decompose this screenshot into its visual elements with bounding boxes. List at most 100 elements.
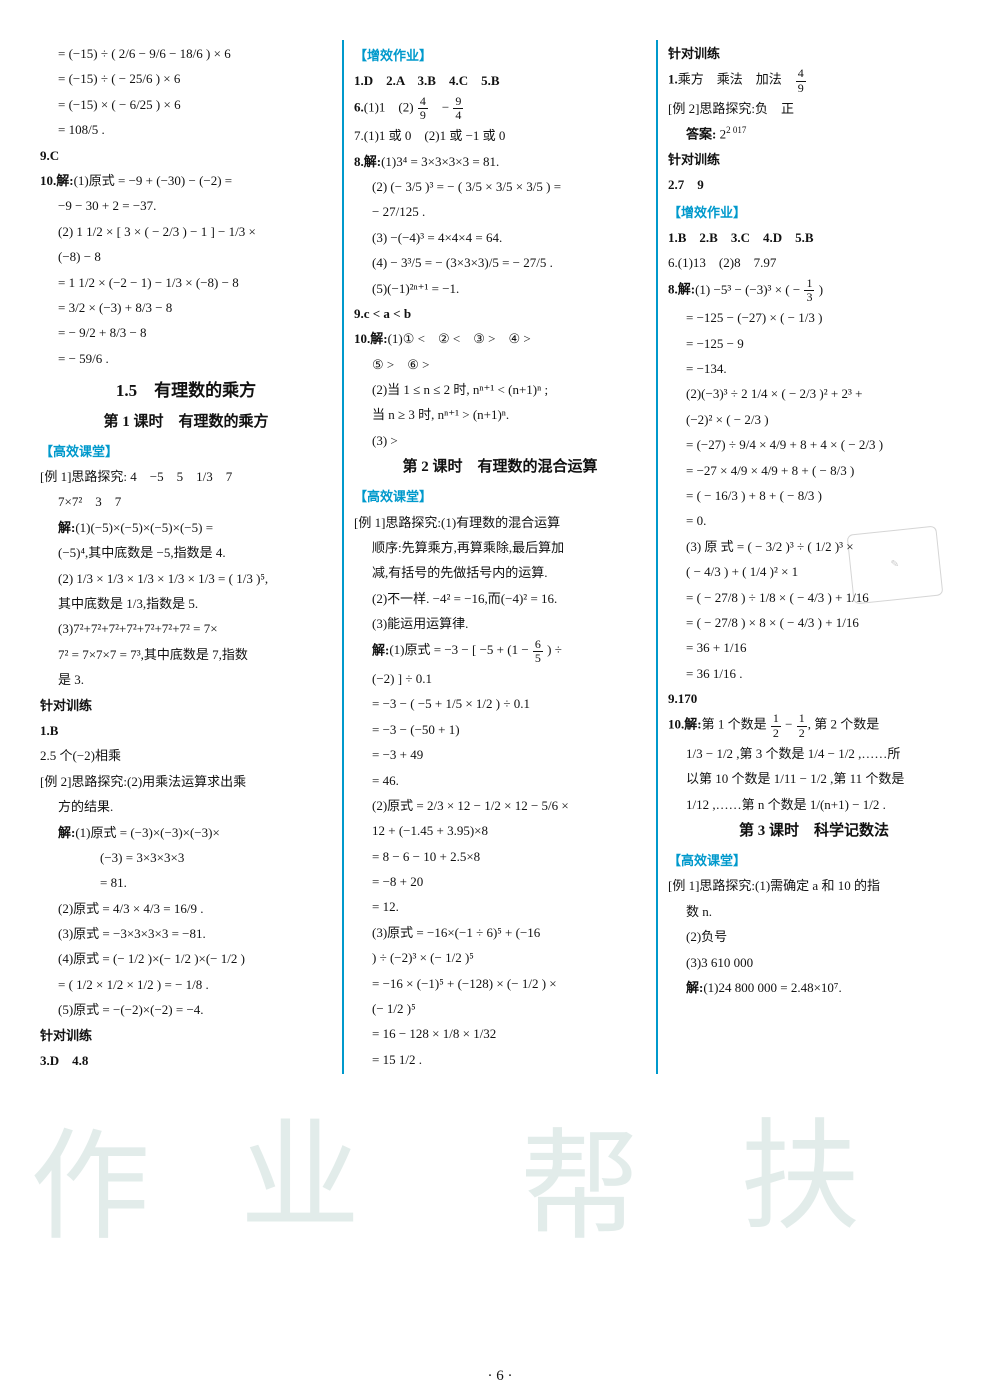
math-line: = −125 − (−27) × ( − 1/3 ) (668, 306, 960, 329)
column-left: = (−15) ÷ ( 2/6 − 9/6 − 18/6 ) × 6 = (−1… (30, 40, 344, 1074)
subsection-head: 针对训练 (668, 148, 960, 171)
math-line: = 1 1/2 × (−2 − 1) − 1/3 × (−8) − 8 (40, 271, 332, 294)
math-line: = − 59/6 . (40, 347, 332, 370)
math-line: 解:解:(1)24 800 000 = 2.48×10⁷.(1)24 800 0… (668, 976, 960, 999)
math-line: = ( − 27/8 ) × 8 × ( − 4/3 ) + 1/16 (668, 611, 960, 634)
blue-header: 【高效课堂】 (668, 849, 960, 872)
example-head: [例 1]思路探究:(1)有理数的混合运算 (354, 511, 646, 534)
math-line: = −8 + 20 (354, 870, 646, 893)
math-line: 解:(1)原式 = (−3)×(−3)×(−3)× (40, 821, 332, 844)
math-line: ⑤ > ⑥ > (354, 353, 646, 376)
math-line: ( − 4/3 ) + ( 1/4 )² × 1 (668, 560, 960, 583)
answer-line: 答案: 22 017 (668, 122, 960, 146)
math-line: −9 − 30 + 2 = −37. (40, 194, 332, 217)
text-line: 其中底数是 1/3,指数是 5. (40, 592, 332, 615)
math-line: (3)原式 = −16×(−1 ÷ 6)⁵ + (−16 (354, 921, 646, 944)
math-line: = 0. (668, 509, 960, 532)
blue-header: 【增效作业】 (354, 44, 646, 67)
math-line: = −3 − (−50 + 1) (354, 718, 646, 741)
math-line: (5)原式 = −(−2)×(−2) = −4. (40, 998, 332, 1021)
text-line: (2)不一样. −4² = −16,而(−4)² = 16. (354, 587, 646, 610)
solution-head: 8.解:(1)3⁴ = 3×3×3×3 = 81. (354, 150, 646, 173)
math-line: 解:(1)原式 = −3 − [ −5 + (1 − 65 ) ÷ (354, 638, 646, 665)
math-line: (−2) ] ÷ 0.1 (354, 667, 646, 690)
math-line: = 46. (354, 769, 646, 792)
answer-line: 1.乘方 乘法 加法 49 (668, 67, 960, 94)
answer-line: 9.170 (668, 687, 960, 710)
math-line: (3)7²+7²+7²+7²+7²+7²+7² = 7× (40, 617, 332, 640)
example-head: [例 1]思路探究: 4 −5 5 1/3 7 (40, 465, 332, 488)
blue-header: 【增效作业】 (668, 201, 960, 224)
math-line: = (−27) ÷ 9/4 × 4/9 + 8 + 4 × ( − 2/3 ) (668, 433, 960, 456)
math-line: = −3 + 49 (354, 743, 646, 766)
math-line: (3) 原 式 = ( − 3/2 )³ ÷ ( 1/2 )³ × (668, 535, 960, 558)
math-line: (3)原式 = −3×3×3×3 = −81. (40, 922, 332, 945)
example-head: [例 1]思路探究:(1)需确定 a 和 10 的指 (668, 874, 960, 897)
math-line: (2) 1/3 × 1/3 × 1/3 × 1/3 × 1/3 = ( 1/3 … (40, 567, 332, 590)
math-line: (−3) = 3×3×3×3 (40, 846, 332, 869)
text-line: (3)能运用运算律. (354, 612, 646, 635)
math-line: = 3/2 × (−3) + 8/3 − 8 (40, 296, 332, 319)
math-line: = ( − 16/3 ) + 8 + ( − 8/3 ) (668, 484, 960, 507)
answer-line: 2.5 个(−2)相乘 (40, 744, 332, 767)
text-line: 是 3. (40, 668, 332, 691)
example-head: [例 2]思路探究:负 正 (668, 97, 960, 120)
math-line: (2)当 1 ≤ n ≤ 2 时, nⁿ⁺¹ < (n+1)ⁿ ; (354, 378, 646, 401)
watermark-char: 作 (30, 1080, 150, 1296)
answer-line: 1.B 2.B 3.C 4.D 5.B (668, 226, 960, 249)
text-line: 7² = 7×7×7 = 7³,其中底数是 7,指数 (40, 643, 332, 666)
math-line: = 12. (354, 895, 646, 918)
answer-line: 6.(1)13 (2)8 7.97 (668, 251, 960, 274)
math-line: (− 1/2 )⁵ (354, 997, 646, 1020)
math-line: (2) 1 1/2 × [ 3 × ( − 2/3 ) − 1 ] − 1/3 … (40, 220, 332, 243)
section-title-minor: 第 3 课时 科学记数法 (668, 818, 960, 845)
math-line: (−2)² × ( − 2/3 ) (668, 408, 960, 431)
math-line: (3) −(−4)³ = 4×4×4 = 64. (354, 226, 646, 249)
example-head: [例 2]思路探究:(2)用乘法运算求出乘 (40, 770, 332, 793)
column-middle: 【增效作业】 1.D 2.A 3.B 4.C 5.B 6.(1)1 (2) 49… (344, 40, 658, 1074)
solution-head: 10.解:(1)① < ② < ③ > ④ > (354, 327, 646, 350)
math-line: = −3 − ( −5 + 1/5 × 1/2 ) ÷ 0.1 (354, 692, 646, 715)
math-line: = 36 + 1/16 (668, 636, 960, 659)
section-title-minor: 第 2 课时 有理数的混合运算 (354, 454, 646, 481)
solution-head: 10.解:10.解:(1)原式 = −9 + (−30) − (−2) =(1)… (40, 169, 332, 192)
answer-line: 1.B (40, 719, 332, 742)
math-line: 当 n ≥ 3 时, nⁿ⁺¹ > (n+1)ⁿ. (354, 403, 646, 426)
blue-header: 【高效课堂】 (354, 485, 646, 508)
page-number: · 6 · (488, 1363, 513, 1390)
math-line: = 16 − 128 × 1/8 × 1/32 (354, 1022, 646, 1045)
math-line: = 15 1/2 . (354, 1048, 646, 1071)
math-line: = 8 − 6 − 10 + 2.5×8 (354, 845, 646, 868)
column-right: 针对训练 1.乘方 乘法 加法 49 [例 2]思路探究:负 正 答案: 22 … (658, 40, 970, 1074)
answer-line: 9.c < a < b (354, 302, 646, 325)
text-line: 减,有括号的先做括号内的运算. (354, 561, 646, 584)
watermark-char: 扶 (740, 1070, 860, 1286)
math-line: = 108/5 . (40, 118, 332, 141)
math-line: (2)原式 = 4/3 × 4/3 = 16/9 . (40, 897, 332, 920)
text-line: 1/3 − 1/2 ,第 3 个数是 1/4 − 1/2 ,……所 (668, 742, 960, 765)
solution-head: 8.解:(1) −5³ − (−3)³ × ( − 13 ) (668, 277, 960, 304)
subsection-head: 针对训练 (668, 42, 960, 65)
math-line: (3) > (354, 429, 646, 452)
math-line: (−8) − 8 (40, 245, 332, 268)
math-line: = (−15) × ( − 6/25 ) × 6 (40, 93, 332, 116)
answer-line: 9.C (40, 144, 332, 167)
page-columns: = (−15) ÷ ( 2/6 − 9/6 − 18/6 ) × 6 = (−1… (30, 40, 970, 1074)
math-line: (4)原式 = (− 1/2 )×(− 1/2 )×(− 1/2 ) (40, 947, 332, 970)
math-line: = ( − 27/8 ) ÷ 1/8 × ( − 4/3 ) + 1/16 (668, 586, 960, 609)
math-line: − 27/125 . (354, 200, 646, 223)
math-line: ) ÷ (−2)³ × (− 1/2 )⁵ (354, 946, 646, 969)
math-line: = −134. (668, 357, 960, 380)
section-title-minor: 第 1 课时 有理数的乘方 (40, 409, 332, 436)
math-line: (5)(−1)²ⁿ⁺¹ = −1. (354, 277, 646, 300)
answer-line: 2.7 9 (668, 173, 960, 196)
math-line: = −125 − 9 (668, 332, 960, 355)
math-line: 解:(1)(−5)×(−5)×(−5)×(−5) = (40, 516, 332, 539)
math-line: = − 9/2 + 8/3 − 8 (40, 321, 332, 344)
math-line: 12 + (−1.45 + 3.95)×8 (354, 819, 646, 842)
math-line: 7×7² 3 7 (40, 490, 332, 513)
blue-header: 【高效课堂】 (40, 440, 332, 463)
math-line: = 81. (40, 871, 332, 894)
solution-head: 10.解:第 1 个数是 12 − 12, 第 2 个数是 (668, 712, 960, 739)
answer-line: 3.D 4.8 (40, 1049, 332, 1072)
